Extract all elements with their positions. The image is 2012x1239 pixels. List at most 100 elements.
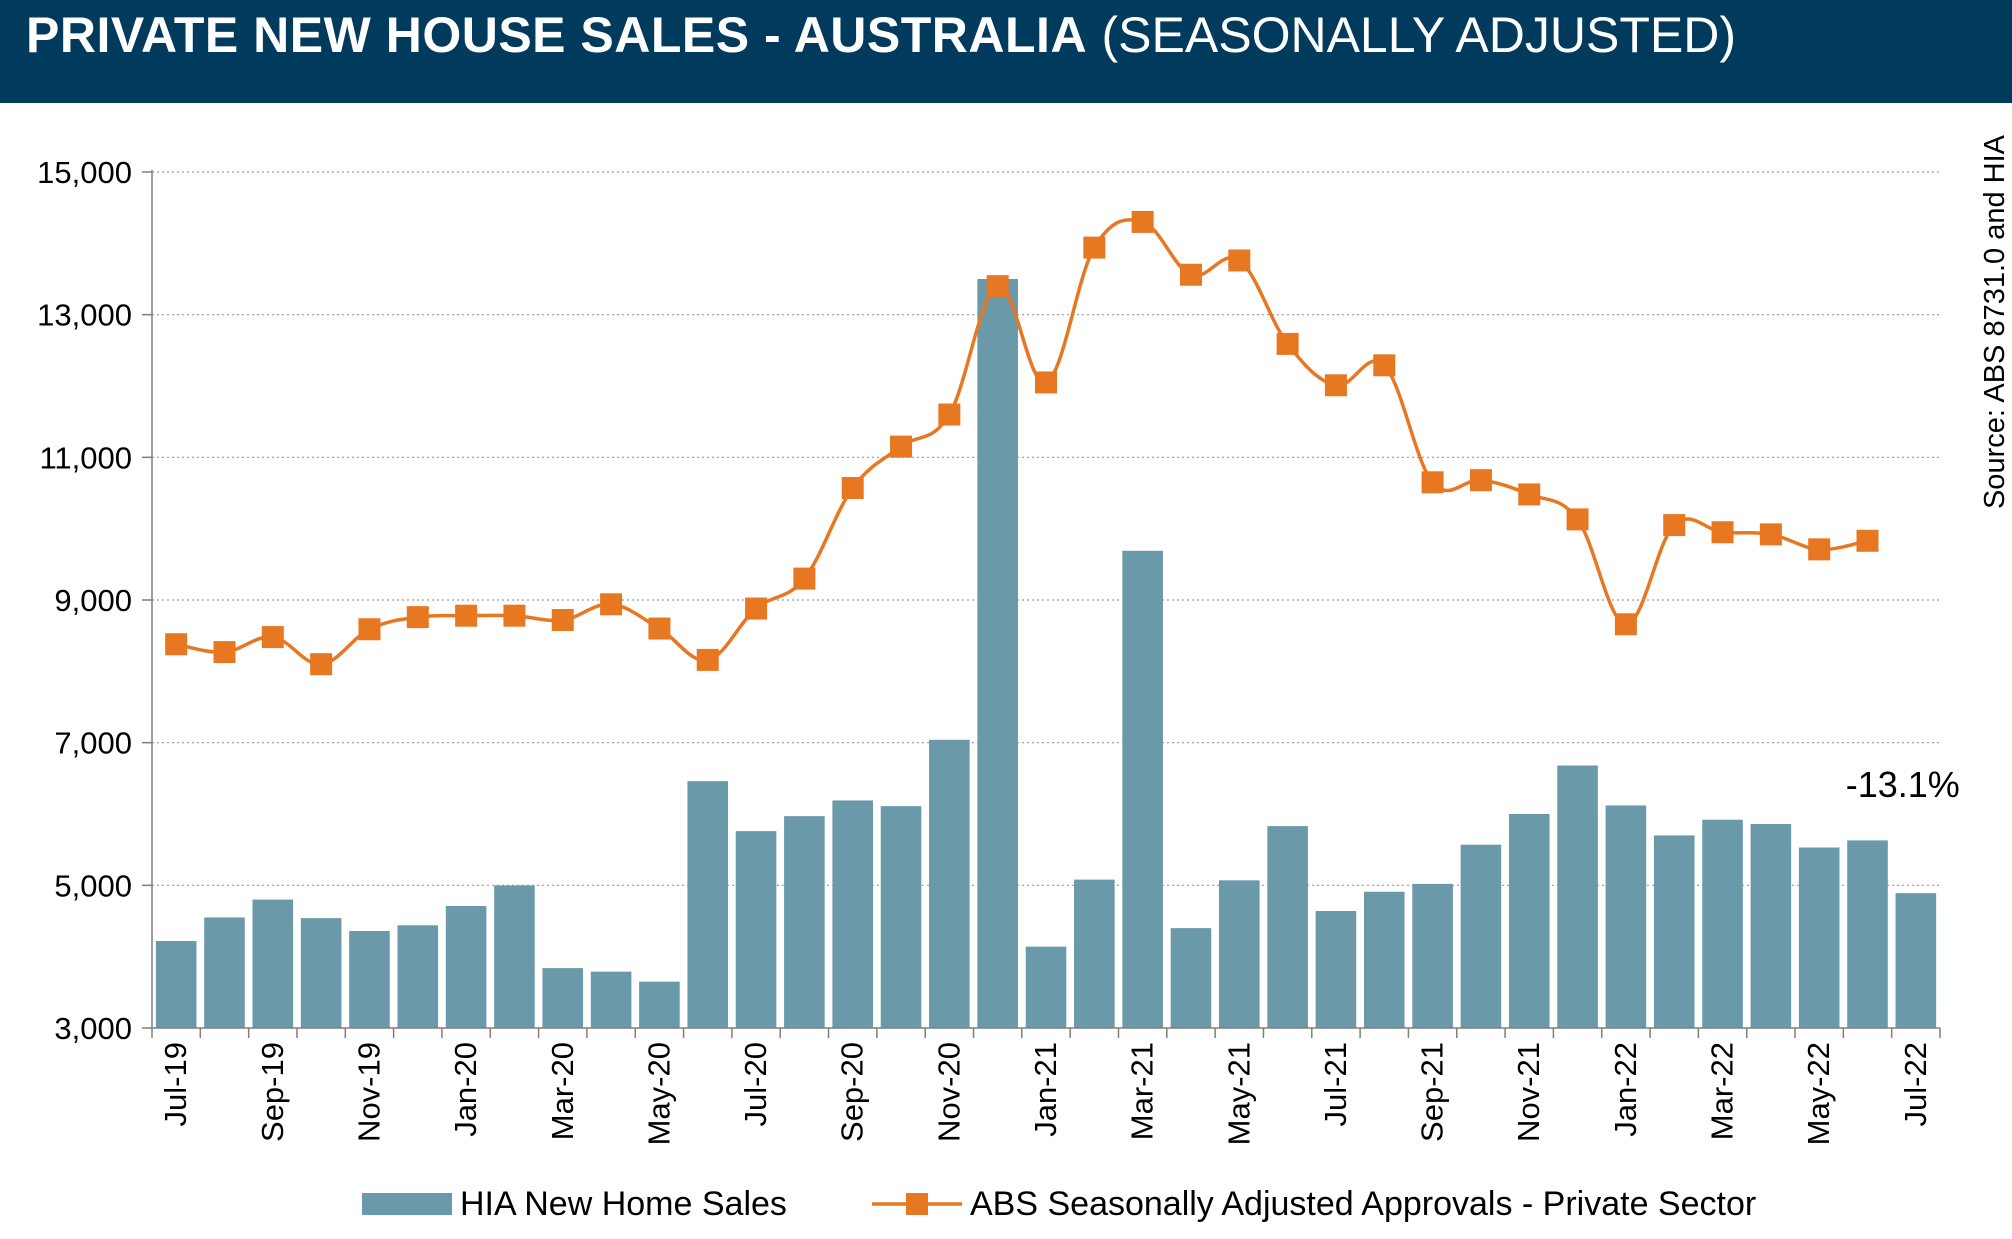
change-annotation: -13.1% — [1846, 764, 1960, 805]
line-marker — [261, 626, 284, 649]
line-marker — [938, 403, 961, 426]
bar — [1798, 847, 1840, 1028]
bar — [1750, 823, 1792, 1028]
y-tick-label: 11,000 — [39, 440, 132, 475]
line-marker — [841, 477, 864, 500]
chart-subtitle: (SEASONALLY ADJUSTED) — [1101, 7, 1736, 63]
line-marker — [793, 567, 816, 590]
x-tick-label: May-20 — [641, 1042, 676, 1145]
x-tick-label: Jul-21 — [1318, 1042, 1353, 1126]
chart-header: PRIVATE NEW HOUSE SALES - AUSTRALIA (SEA… — [0, 0, 2012, 103]
y-tick-label: 5,000 — [54, 868, 132, 903]
bar — [204, 917, 245, 1028]
line-marker — [1324, 374, 1347, 397]
x-tick-label: Sep-21 — [1415, 1042, 1450, 1142]
annotations: -13.1% Source: ABS 8731.0 and HIA — [1846, 134, 2011, 805]
source-note: Source: ABS 8731.0 and HIA — [1979, 134, 2011, 509]
bar — [687, 781, 729, 1028]
legend-label-line: ABS Seasonally Adjusted Approvals - Priv… — [970, 1185, 1756, 1223]
bar — [1219, 880, 1260, 1028]
bar — [784, 816, 825, 1028]
bar — [1847, 840, 1888, 1028]
bar — [1702, 819, 1743, 1028]
line-marker — [1856, 529, 1879, 552]
line-marker — [745, 597, 768, 620]
x-tick-label: Nov-21 — [1511, 1042, 1546, 1142]
bar — [397, 925, 439, 1028]
line-marker — [213, 641, 236, 664]
bar — [1122, 550, 1163, 1028]
axis-labels: 3,000 5,000 7,000 9,000 11,000 13,000 15,000 Ju… — [37, 155, 1933, 1145]
y-tick-label: 3,000 — [54, 1011, 132, 1046]
line-marker — [406, 606, 429, 629]
x-tick-label: Mar-22 — [1705, 1042, 1740, 1140]
line-marker — [648, 617, 671, 640]
line-marker — [1179, 263, 1202, 286]
bar — [349, 930, 390, 1028]
x-tick-label: Jul-19 — [158, 1042, 193, 1126]
line-marker — [455, 604, 478, 627]
line-markers — [165, 210, 1879, 676]
bar — [1557, 765, 1598, 1028]
line-marker — [503, 604, 526, 627]
bar — [590, 971, 632, 1028]
x-tick-label: May-22 — [1801, 1042, 1836, 1145]
bar — [1653, 835, 1695, 1028]
line-marker — [1373, 354, 1396, 377]
line-marker — [600, 593, 623, 616]
line-marker — [165, 633, 188, 656]
x-tick-label: Jul-22 — [1898, 1042, 1933, 1126]
line-marker — [1711, 521, 1734, 544]
line-marker — [1421, 471, 1444, 494]
bar — [929, 739, 970, 1028]
line-marker — [1131, 210, 1154, 233]
x-tick-label: Nov-19 — [351, 1042, 386, 1142]
line-marker — [890, 435, 913, 458]
bar — [832, 800, 873, 1028]
bar — [155, 940, 197, 1028]
chart-title: PRIVATE NEW HOUSE SALES - AUSTRALIA — [26, 7, 1088, 63]
line-marker — [696, 648, 719, 671]
line-marker — [1808, 538, 1831, 561]
bar — [252, 899, 294, 1028]
axes — [142, 170, 1941, 1038]
x-tick-label: Jan-21 — [1028, 1042, 1063, 1137]
legend-swatch-marker — [906, 1193, 928, 1215]
x-tick-label: Sep-20 — [835, 1042, 870, 1142]
line-marker — [1469, 469, 1492, 492]
x-tick-label: Jul-20 — [738, 1042, 773, 1126]
bar — [735, 831, 777, 1028]
bar-series — [155, 279, 1937, 1028]
y-tick-label: 13,000 — [37, 298, 132, 333]
bar — [1074, 879, 1115, 1028]
bar — [1508, 814, 1550, 1028]
line-marker — [1083, 236, 1106, 259]
y-tick-label: 15,000 — [37, 155, 132, 190]
line-marker — [1663, 514, 1686, 537]
legend-label-bars: HIA New Home Sales — [460, 1185, 787, 1223]
bar — [1170, 928, 1212, 1028]
line-marker — [1518, 483, 1541, 506]
line-marker — [551, 608, 574, 631]
x-tick-label: Jan-20 — [448, 1042, 483, 1137]
line-marker — [1276, 332, 1299, 355]
x-tick-label: May-21 — [1221, 1042, 1256, 1145]
line-marker — [1614, 613, 1637, 636]
x-tick-label: Jan-22 — [1608, 1042, 1643, 1137]
bar — [1363, 891, 1405, 1028]
y-tick-label: 9,000 — [54, 583, 132, 618]
x-tick-label: Mar-20 — [545, 1042, 580, 1140]
x-tick-label: Nov-20 — [931, 1042, 966, 1142]
x-tick-label: Mar-21 — [1125, 1042, 1160, 1140]
bar — [445, 906, 487, 1028]
legend-swatch-bars — [362, 1193, 452, 1215]
bar — [494, 885, 535, 1028]
bar — [880, 806, 922, 1028]
bar — [1895, 893, 1937, 1028]
line-marker — [1228, 249, 1251, 272]
bar — [977, 279, 1018, 1028]
line-series — [175, 218, 1868, 666]
bar — [300, 918, 342, 1028]
y-tick-label: 7,000 — [54, 726, 132, 761]
approvals-line — [175, 218, 1868, 666]
